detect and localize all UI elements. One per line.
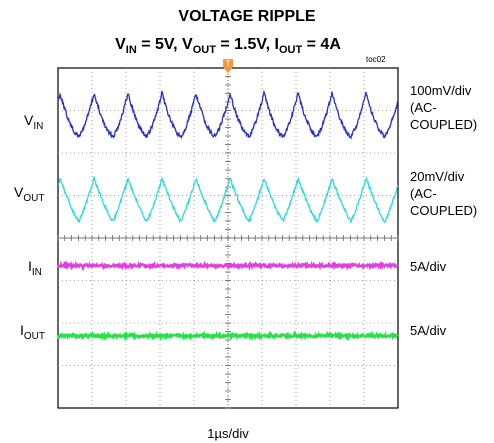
trace-vin: [57, 89, 399, 140]
vin-scale-line3: COUPLED): [410, 117, 478, 132]
vin-scale-line1: 100mV/div: [410, 83, 472, 98]
vout-scale-line1: 20mV/div: [410, 169, 465, 184]
iin-label-main: I: [28, 258, 32, 274]
subtitle-eq1: = 5V, V: [136, 36, 193, 53]
vout-scale: 20mV/div (AC- COUPLED): [410, 168, 477, 219]
subtitle-iout-sub: OUT: [278, 44, 303, 57]
subtitle-in-sub: IN: [125, 44, 137, 57]
vin-label-main: V: [24, 112, 34, 128]
x-axis-label: 1µs/div: [207, 426, 249, 441]
trace-iin: [56, 260, 399, 272]
subtitle-v: V: [115, 36, 126, 53]
iin-label-sub: IN: [31, 266, 42, 278]
vout-scale-line2: (AC-: [410, 186, 437, 201]
vin-scale-line2: (AC-: [410, 100, 437, 115]
trace-iout: [56, 330, 399, 342]
vout-scale-line3: COUPLED): [410, 203, 478, 218]
vout-label-sub: OUT: [23, 192, 45, 204]
vin-scale: 100mV/div (AC- COUPLED): [410, 82, 477, 133]
iin-label: IIN: [28, 258, 42, 278]
subtitle-eq3: = 4A: [302, 36, 341, 53]
trigger-marker: [223, 59, 233, 73]
subtitle-eq2: = 1.5V, I: [215, 36, 279, 53]
vin-label: VIN: [24, 112, 43, 132]
iout-label-main: I: [20, 322, 24, 338]
trace-vout: [57, 175, 399, 224]
chart-subtitle: VIN = 5V, VOUT = 1.5V, IOUT = 4A: [58, 36, 398, 56]
iin-scale: 5A/div: [410, 259, 447, 274]
iout-label: IOUT: [20, 322, 45, 342]
iout-scale: 5A/div: [410, 323, 447, 338]
vin-label-sub: IN: [33, 120, 44, 132]
chart-title: VOLTAGE RIPPLE: [178, 8, 316, 25]
iout-label-sub: OUT: [23, 330, 45, 342]
trigger-marker-label: T: [226, 60, 231, 69]
figure-id: toc02: [366, 55, 386, 64]
vout-label-main: V: [14, 184, 24, 200]
vout-label: VOUT: [14, 184, 44, 204]
subtitle-out-sub: OUT: [192, 44, 216, 57]
